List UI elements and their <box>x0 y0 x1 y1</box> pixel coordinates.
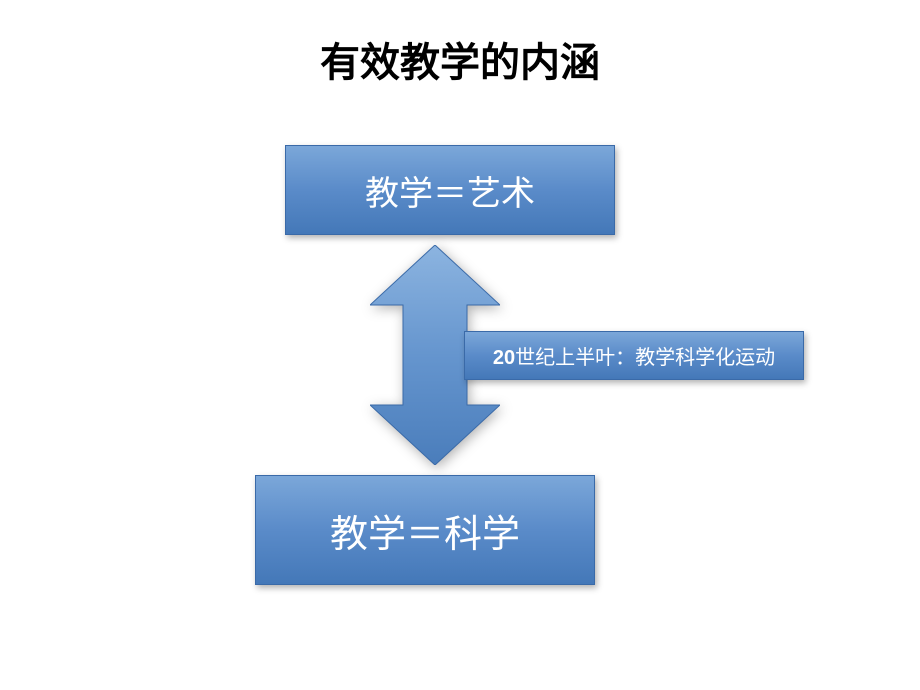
box-teaching-art: 教学＝艺术 <box>285 145 615 235</box>
box-era-label-text: 20世纪上半叶：教学科学化运动 <box>493 341 775 370</box>
box-era-label: 20世纪上半叶：教学科学化运动 <box>464 331 804 380</box>
box-teaching-science-text: 教学＝科学 <box>330 503 520 558</box>
box-era-label-rest: 世纪上半叶：教学科学化运动 <box>515 347 775 369</box>
box-teaching-art-text: 教学＝艺术 <box>365 166 535 215</box>
box-teaching-science: 教学＝科学 <box>255 475 595 585</box>
box-era-label-bold: 20 <box>493 347 515 369</box>
page-title: 有效教学的内涵 <box>320 30 600 88</box>
